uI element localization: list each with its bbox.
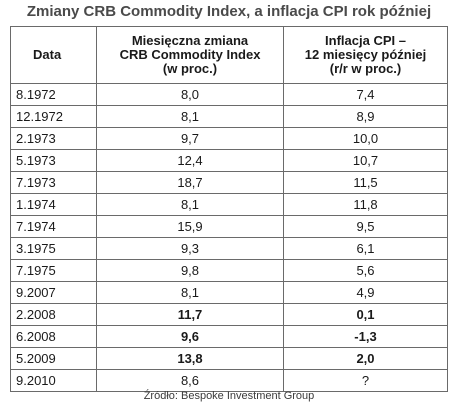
source-note: Źródło: Bespoke Investment Group — [143, 390, 315, 402]
cell-cpi-inflation: -1,3 — [283, 325, 448, 348]
column-header-cpi-line: Inflacja CPI – — [325, 33, 406, 48]
cell-cpi-inflation: 10,0 — [283, 127, 448, 150]
cell-date: 2.2008 — [10, 303, 97, 326]
column-header-cpi-line: 12 miesięcy później — [304, 47, 427, 62]
header-row: Data Miesięczna zmiana CRB Commodity Ind… — [10, 26, 448, 84]
cell-date: 2.1973 — [10, 127, 97, 150]
cell-cpi-inflation: 10,7 — [283, 149, 448, 172]
table-row: 9.2010 8,6 ? — [10, 369, 448, 392]
column-header-cpi: Inflacja CPI – 12 miesięcy później (r/r … — [283, 26, 448, 84]
cell-cpi-inflation: 11,8 — [283, 193, 448, 216]
cell-crb-change: 9,7 — [96, 127, 284, 150]
cell-cpi-inflation: ? — [283, 369, 448, 392]
table-row: 2.2008 11,7 0,1 — [10, 303, 448, 326]
data-table: Data Miesięczna zmiana CRB Commodity Ind… — [10, 26, 448, 392]
cell-date: 1.1974 — [10, 193, 97, 216]
table-row: 9.2007 8,1 4,9 — [10, 281, 448, 304]
cell-cpi-inflation: 5,6 — [283, 259, 448, 282]
cell-cpi-inflation: 7,4 — [283, 83, 448, 106]
cell-crb-change: 9,6 — [96, 325, 284, 348]
cell-crb-change: 8,1 — [96, 105, 284, 128]
cell-crb-change: 8,1 — [96, 193, 284, 216]
cell-date: 8.1972 — [10, 83, 97, 106]
cell-date: 7.1974 — [10, 215, 97, 238]
column-header-cpi-line: (r/r w proc.) — [329, 61, 402, 76]
cell-crb-change: 8,6 — [96, 369, 284, 392]
table-row: 1.1974 8,1 11,8 — [10, 193, 448, 216]
table-row: 3.1975 9,3 6,1 — [10, 237, 448, 260]
column-header-crb-line: CRB Commodity Index — [119, 47, 261, 62]
cell-cpi-inflation: 2,0 — [283, 347, 448, 370]
table-row: 7.1973 18,7 11,5 — [10, 171, 448, 194]
cell-crb-change: 11,7 — [96, 303, 284, 326]
cell-date: 3.1975 — [10, 237, 97, 260]
cell-date: 5.2009 — [10, 347, 97, 370]
column-header-crb: Miesięczna zmiana CRB Commodity Index (w… — [96, 26, 284, 84]
cell-date: 5.1973 — [10, 149, 97, 172]
cell-date: 9.2007 — [10, 281, 97, 304]
table-title: Zmiany CRB Commodity Index, a inflacja C… — [26, 3, 432, 20]
cell-cpi-inflation: 11,5 — [283, 171, 448, 194]
table-row: 7.1974 15,9 9,5 — [10, 215, 448, 238]
cell-cpi-inflation: 8,9 — [283, 105, 448, 128]
table-row: 6.2008 9,6 -1,3 — [10, 325, 448, 348]
cell-crb-change: 13,8 — [96, 347, 284, 370]
table-row: 5.2009 13,8 2,0 — [10, 347, 448, 370]
column-header-crb-line: Miesięczna zmiana — [131, 33, 249, 48]
column-header-date: Data — [10, 26, 97, 84]
cell-cpi-inflation: 9,5 — [283, 215, 448, 238]
column-header-crb-line: (w proc.) — [162, 61, 218, 76]
cell-crb-change: 12,4 — [96, 149, 284, 172]
cell-date: 6.2008 — [10, 325, 97, 348]
cell-cpi-inflation: 0,1 — [283, 303, 448, 326]
table-row: 8.1972 8,0 7,4 — [10, 83, 448, 106]
table-row: 2.1973 9,7 10,0 — [10, 127, 448, 150]
cell-crb-change: 18,7 — [96, 171, 284, 194]
cell-date: 9.2010 — [10, 369, 97, 392]
cell-crb-change: 8,0 — [96, 83, 284, 106]
table-row: 7.1975 9,8 5,6 — [10, 259, 448, 282]
cell-crb-change: 15,9 — [96, 215, 284, 238]
cell-cpi-inflation: 4,9 — [283, 281, 448, 304]
cell-cpi-inflation: 6,1 — [283, 237, 448, 260]
cell-date: 12.1972 — [10, 105, 97, 128]
cell-crb-change: 8,1 — [96, 281, 284, 304]
cell-date: 7.1975 — [10, 259, 97, 282]
cell-crb-change: 9,8 — [96, 259, 284, 282]
table-row: 12.1972 8,1 8,9 — [10, 105, 448, 128]
table-row: 5.1973 12,4 10,7 — [10, 149, 448, 172]
cell-date: 7.1973 — [10, 171, 97, 194]
cell-crb-change: 9,3 — [96, 237, 284, 260]
